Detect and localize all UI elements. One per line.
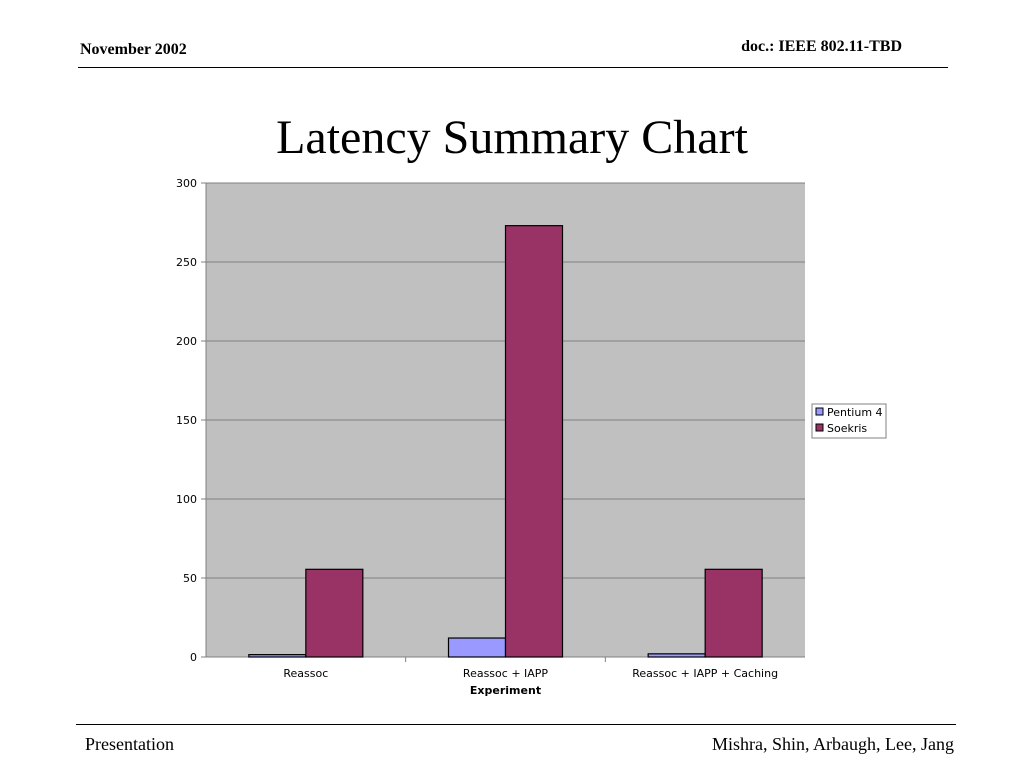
- x-axis-title: Experiment: [470, 684, 541, 697]
- y-tick-label: 250: [176, 256, 197, 269]
- bar-soekris: [704, 568, 763, 658]
- footer-label: Presentation: [85, 734, 174, 754]
- x-tick-label: Reassoc + IAPP + Caching: [632, 667, 778, 680]
- legend-swatch: [815, 423, 824, 432]
- bar-soekris: [504, 225, 564, 658]
- footer-authors: Mishra, Shin, Arbaugh, Lee, Jang: [712, 734, 954, 754]
- legend-label: Pentium 4: [827, 406, 883, 419]
- footer-rule: [76, 724, 956, 725]
- bar-pentium-4: [248, 654, 307, 658]
- bar-pentium-4: [447, 637, 507, 658]
- header-date: November 2002: [80, 41, 187, 58]
- bar-pentium-4: [647, 653, 706, 658]
- header-doc-id: doc.: IEEE 802.11-TBD: [741, 38, 902, 55]
- y-tick-label: 0: [190, 651, 197, 664]
- slide-title: Latency Summary Chart: [276, 111, 748, 164]
- y-tick-label: 100: [176, 493, 197, 506]
- y-tick-label: 50: [183, 572, 197, 585]
- y-tick-label: 300: [176, 177, 197, 190]
- legend-box: [811, 403, 887, 439]
- header-rule: [78, 67, 948, 68]
- legend-label: Soekris: [827, 422, 867, 435]
- y-tick-label: 200: [176, 335, 197, 348]
- x-tick-label: Reassoc: [283, 667, 328, 680]
- x-tick-label: Reassoc + IAPP: [463, 667, 549, 680]
- legend-swatch: [815, 407, 824, 416]
- y-tick-label: 150: [176, 414, 197, 427]
- bar-soekris: [305, 568, 364, 658]
